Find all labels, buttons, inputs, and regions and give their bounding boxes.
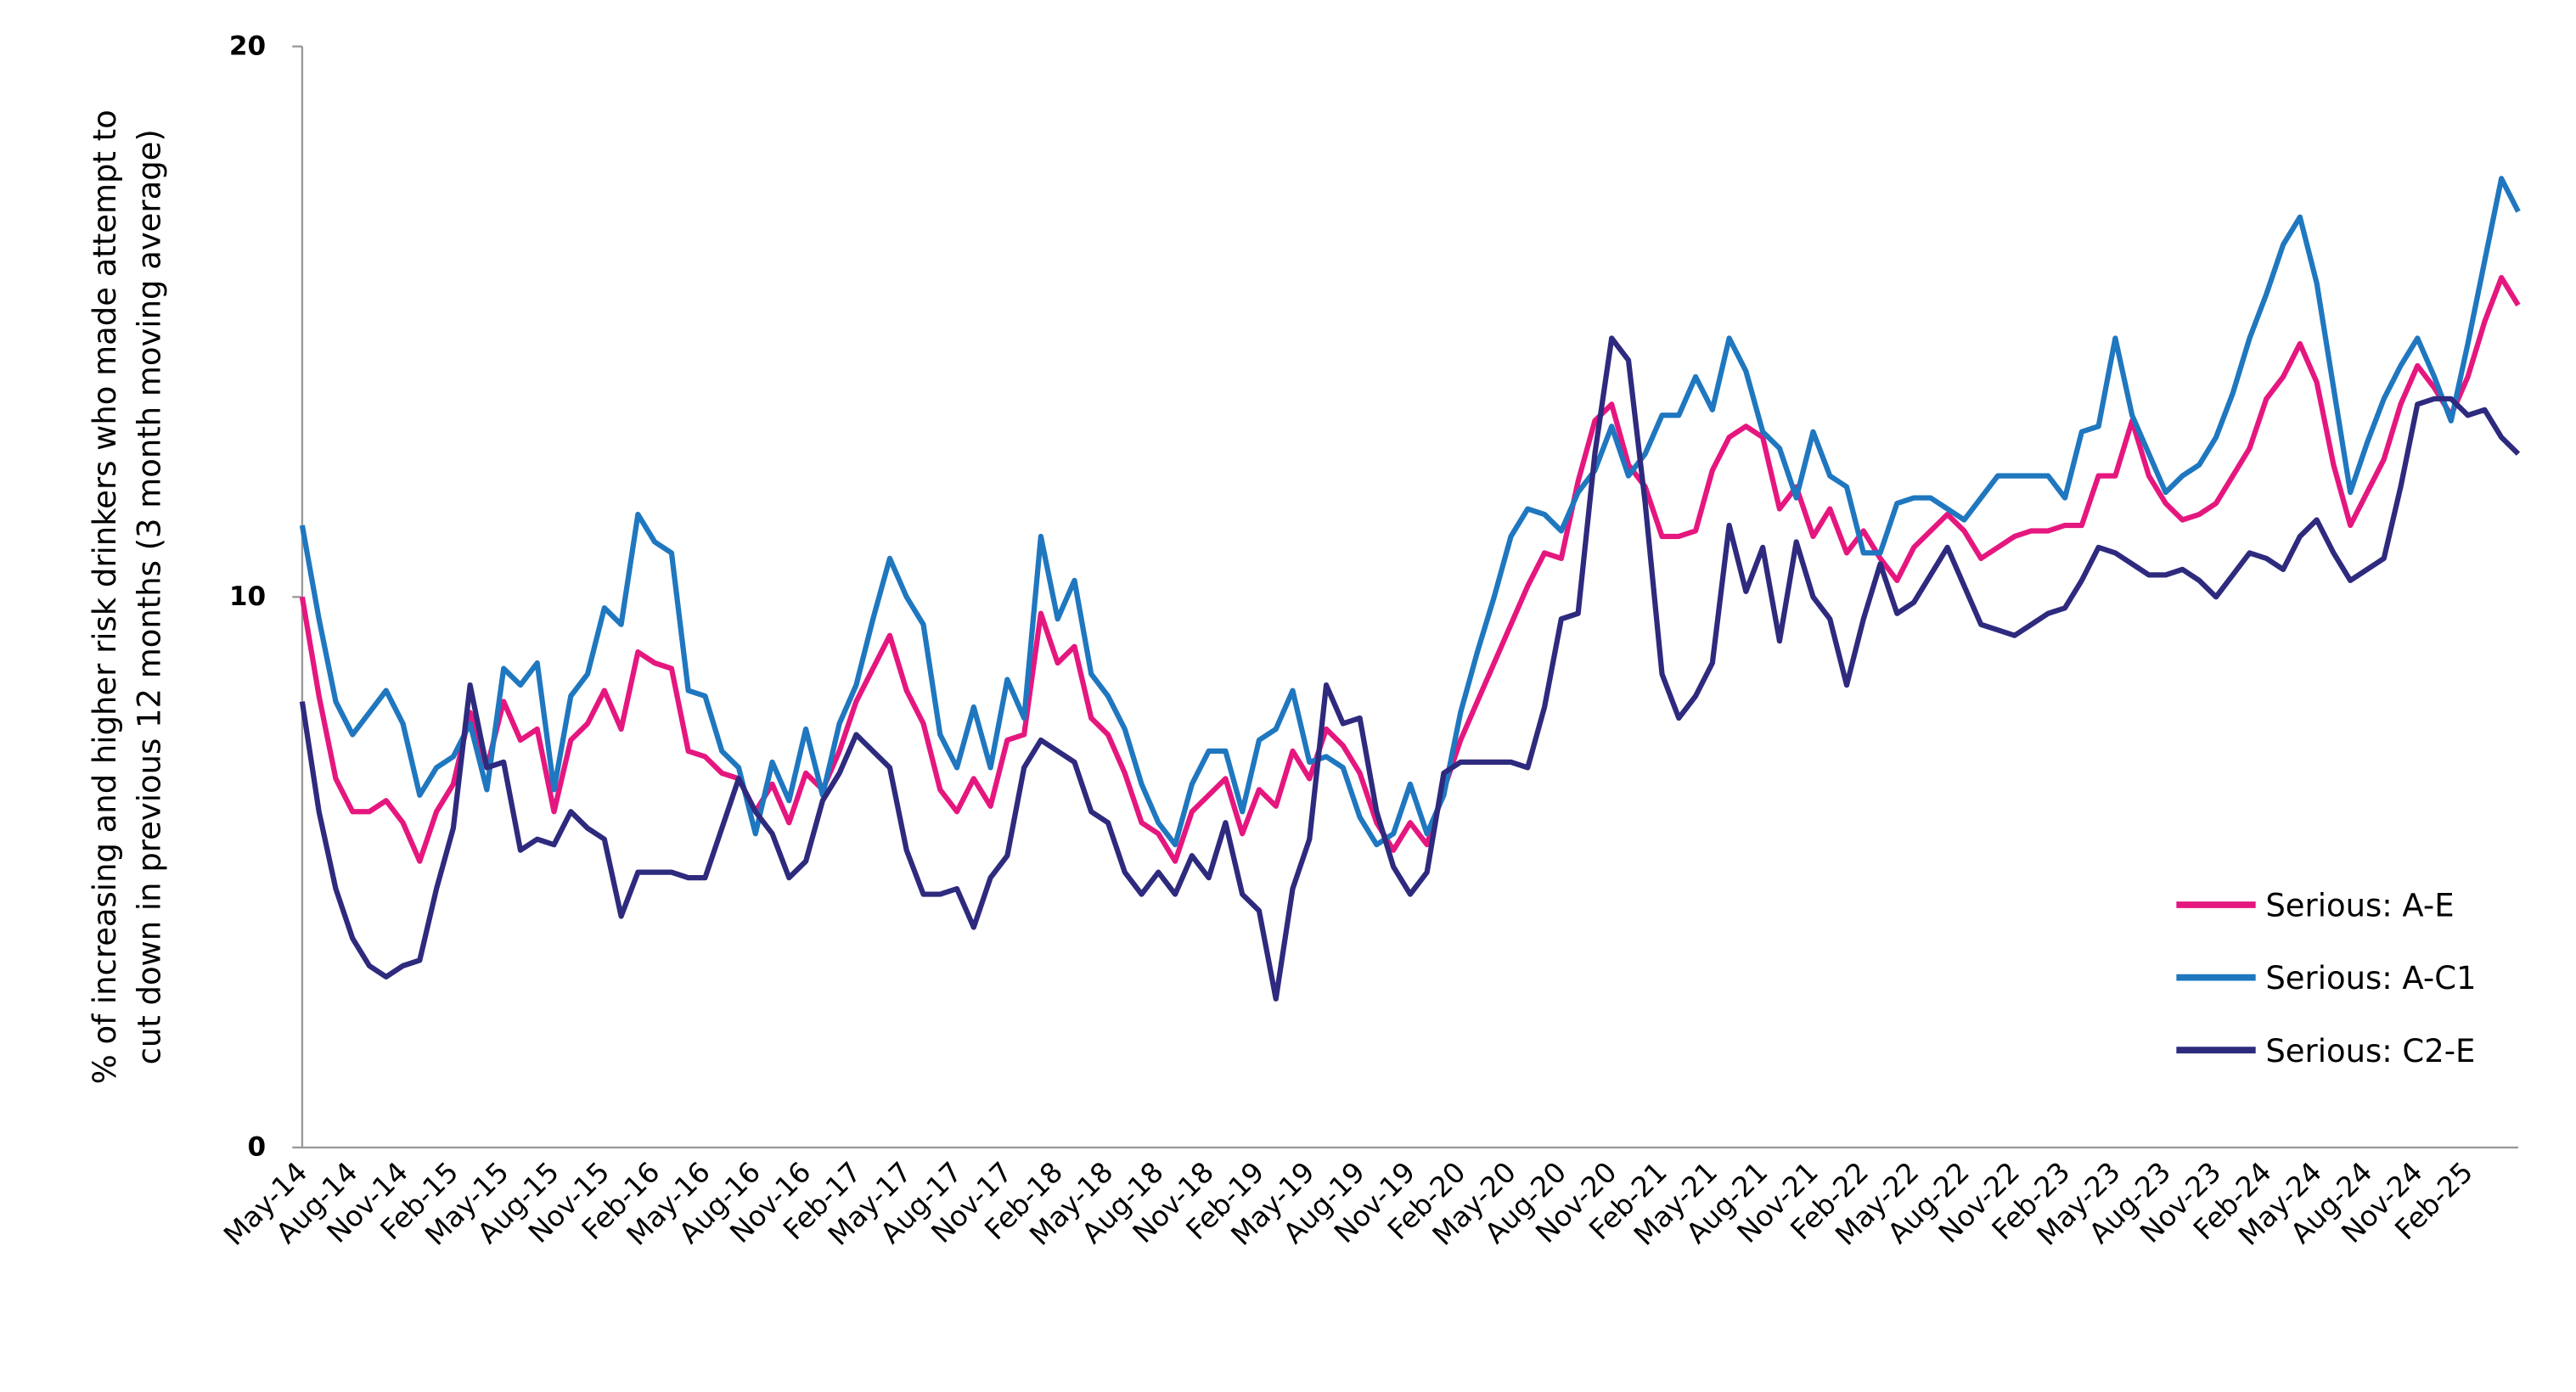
legend-label: Serious: A-E [2265, 888, 2454, 924]
y-tick-label: 0 [247, 1132, 266, 1163]
y-axis-label: % of increasing and higher risk drinkers… [87, 109, 123, 1084]
y-tick-label: 10 [229, 581, 266, 612]
series-line [299, 176, 2521, 848]
series-line [299, 274, 2521, 864]
legend-label: Serious: A-C1 [2265, 960, 2476, 996]
y-tick-label: 20 [229, 31, 266, 61]
legend-label: Serious: C2-E [2265, 1033, 2475, 1069]
series-line [299, 335, 2521, 1002]
y-axis-label: cut down in previous 12 months (3 month … [132, 129, 168, 1064]
